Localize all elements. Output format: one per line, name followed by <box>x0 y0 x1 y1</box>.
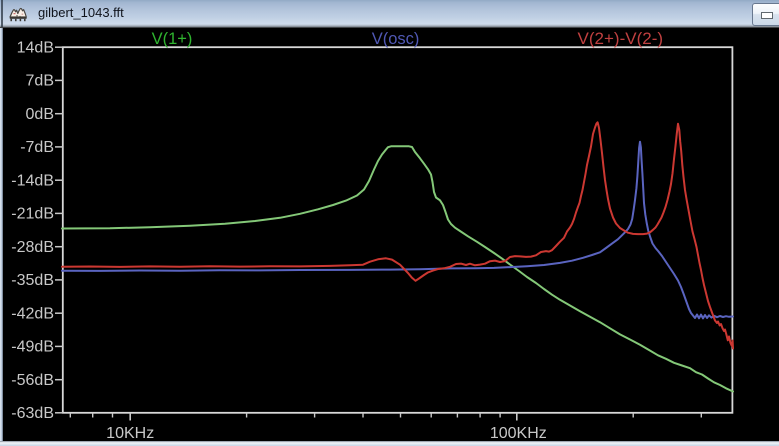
svg-text:-21dB: -21dB <box>11 206 54 223</box>
svg-text:0dB: 0dB <box>26 106 54 123</box>
svg-text:-63dB: -63dB <box>11 405 54 422</box>
svg-text:-35dB: -35dB <box>11 272 54 289</box>
svg-text:7dB: 7dB <box>26 73 54 90</box>
svg-text:-56dB: -56dB <box>11 372 54 389</box>
svg-text:V(1+): V(1+) <box>152 30 193 48</box>
svg-text:100KHz: 100KHz <box>490 425 547 442</box>
svg-text:V(osc): V(osc) <box>372 30 420 48</box>
svg-text:-28dB: -28dB <box>11 239 54 256</box>
svg-text:-14dB: -14dB <box>11 173 54 190</box>
svg-text:10KHz: 10KHz <box>106 425 154 442</box>
svg-text:V(2+)-V(2-): V(2+)-V(2-) <box>578 29 663 48</box>
svg-text:-42dB: -42dB <box>11 306 54 323</box>
svg-text:14dB: 14dB <box>17 40 54 57</box>
svg-text:-49dB: -49dB <box>11 339 54 356</box>
svg-text:-7dB: -7dB <box>20 139 54 156</box>
